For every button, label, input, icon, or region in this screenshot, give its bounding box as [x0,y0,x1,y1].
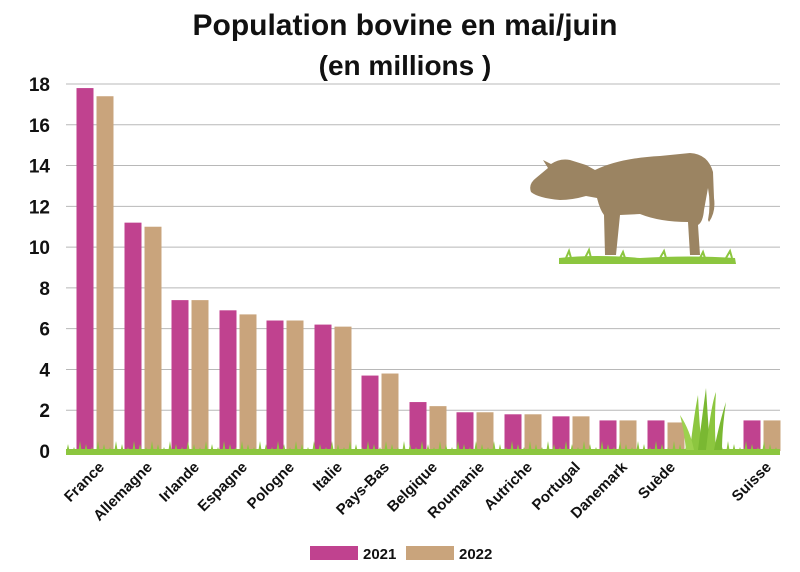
legend: 2021 2022 [310,546,492,563]
bar-2022-irlande [191,300,209,451]
bar-2021-danemark [599,420,617,451]
bar-2022-allemagne [144,226,162,451]
x-tick-label: Autriche [481,459,536,514]
chart-title: Population bovine en mai/juin [192,9,617,42]
x-tick-label: France [61,459,108,506]
bar-2021-france [76,88,94,452]
y-tick-label: 8 [39,279,50,300]
legend-swatch-2021 [310,546,358,560]
bar-2022-autriche [524,414,542,451]
bar-2021-allemagne [124,222,142,451]
bar-2021-belgique [409,402,427,451]
bar-2021-italie [314,324,332,451]
bar-2021-espagne [219,310,237,451]
x-tick-label: Irlande [156,459,203,506]
y-tick-label: 10 [29,238,50,259]
bar-2021-roumanie [456,412,474,451]
bar-2022-espagne [239,314,257,451]
bar-2021-suède [647,420,665,451]
bar-2021-irlande [171,300,189,451]
grass-strip [66,441,780,455]
bar-2021-pays-bas [361,375,379,451]
cow-icon [530,153,736,264]
x-tick-label: Italie [310,459,346,495]
bar-2022-suisse [763,420,781,451]
bar-2022-pologne [286,320,304,451]
x-tick-label: Pologne [244,459,298,513]
bar-2022-italie [334,326,352,451]
grass-blades [66,441,778,453]
legend-label-2021: 2021 [363,546,396,563]
bar-2021-autriche [504,414,522,451]
x-tick-label: Suisse [729,459,775,505]
x-tick-label: Suède [635,459,679,503]
legend-swatch-2022 [406,546,454,560]
bar-2022-roumanie [476,412,494,451]
bar-2022-suède [667,422,685,451]
bar-2021-suisse [743,420,761,451]
chart-subtitle: (en millions ) [319,50,492,81]
bar-2021-portugal [552,416,570,451]
y-tick-label: 18 [29,75,50,96]
y-tick-label: 4 [39,360,50,381]
bar-2022-danemark [619,420,637,451]
y-tick-label: 0 [39,442,50,463]
bar-2022-portugal [572,416,590,451]
bar-2021-pologne [266,320,284,451]
y-tick-label: 14 [29,157,51,178]
y-axis-ticks: 0 2 4 6 8 10 12 14 16 18 [29,75,51,463]
y-tick-label: 16 [29,116,50,137]
y-tick-label: 2 [39,401,50,422]
y-tick-label: 6 [39,320,50,341]
grass-tuft-icon [680,388,726,450]
bar-2022-belgique [429,406,447,451]
bar-2022-pays-bas [381,373,399,451]
y-tick-label: 12 [29,197,50,218]
bar-2022-france [96,96,114,451]
legend-label-2022: 2022 [459,546,492,563]
x-tick-label: Espagne [195,459,251,515]
